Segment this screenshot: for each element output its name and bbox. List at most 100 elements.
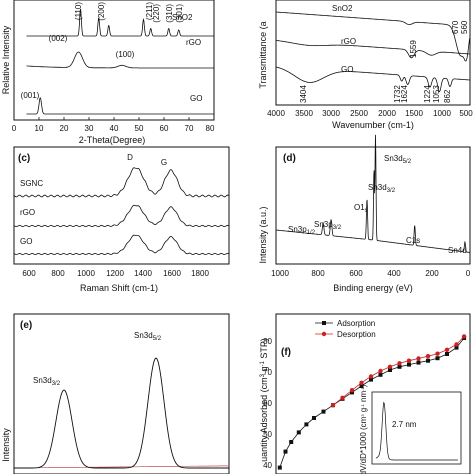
panel-d-peak-sn3d52: Sn3d5/2 — [384, 154, 412, 165]
panel-d-xtick: 600 — [349, 269, 363, 278]
desorption-point — [340, 395, 345, 400]
panel-a-xtick: 40 — [110, 124, 119, 133]
panel-d-xtick: 400 — [387, 269, 401, 278]
adsorption-point — [435, 356, 440, 361]
panel-d-peak-sn4d: Sn4d — [448, 246, 467, 255]
panel-d-label: (d) — [283, 153, 296, 164]
panel-d-xtick: 200 — [425, 269, 439, 278]
panel-b-ann-1559: 1559 — [409, 40, 418, 58]
panel-c-xtick: 800 — [51, 269, 65, 278]
panel-f-frame — [275, 313, 471, 474]
panel-f-inset-annotation: 2.7 nm — [392, 420, 417, 429]
legend-desorption-label: Desorption — [337, 330, 376, 339]
panel-b-ann-3404: 3404 — [299, 85, 308, 103]
panel-c-label-go: GO — [20, 237, 32, 246]
panel-b-xtick: 1000 — [433, 109, 451, 118]
panel-f-legend: Adsorption Desorption — [315, 319, 376, 339]
panel-a-series-rgo — [26, 51, 214, 69]
panel-b-xtick: 2500 — [350, 109, 368, 118]
panel-a-series-go — [26, 97, 214, 115]
adsorption-point — [388, 368, 392, 372]
panel-a-xtick: 0 — [12, 124, 17, 133]
panel-f: (f) uantity Adsorbed (cm3 g-1 STP) 40 50… — [259, 313, 471, 474]
adsorption-point — [454, 345, 459, 350]
panel-c-series-sgnc — [13, 167, 230, 198]
panel-f-ytick: 50 — [263, 430, 272, 439]
panel-f-ytick: 80 — [263, 337, 272, 346]
adsorption-point — [321, 409, 326, 414]
desorption-point — [435, 351, 440, 356]
panel-b-xtick: 2000 — [378, 109, 396, 118]
adsorption-point — [312, 416, 316, 420]
panel-b-ylabel: Transmittance (a — [258, 21, 268, 88]
panel-a-ylabel: Relative Intensity — [1, 25, 11, 94]
panel-a-xtick: 20 — [60, 124, 69, 133]
panel-f-ytick: 70 — [263, 368, 272, 377]
panel-b-xlabel: Wavenumber (cm-1) — [332, 120, 414, 130]
panel-a: Relative Intensity 2-Theta(Degree) 0 10 … — [1, 0, 215, 145]
adsorption-point — [289, 440, 294, 444]
panel-f-marks — [277, 334, 467, 470]
desorption-point — [330, 403, 336, 408]
panel-a-ann: (310) — [165, 4, 174, 23]
panel-b-label-rgo: rGO — [341, 37, 356, 46]
panel-a-label-sno2: SnO2 — [172, 13, 193, 22]
panel-e: (e) Intensity Sn3d3/2 Sn3d5/2 — [1, 313, 230, 474]
desorption-point — [425, 354, 431, 359]
desorption-point — [359, 380, 364, 385]
adsorption-point — [283, 449, 288, 454]
panel-a-ann: (200) — [97, 2, 106, 21]
panel-d-xtick: 800 — [311, 269, 325, 278]
panel-c-frame — [13, 146, 230, 265]
panel-a-ann: (001) — [21, 91, 40, 100]
panel-c-label: (c) — [18, 153, 30, 164]
panel-b-ann-1053: 1053 — [432, 85, 441, 103]
legend-adsorption-label: Adsorption — [337, 319, 375, 328]
desorption-point — [387, 364, 393, 369]
panel-c-band-d: D — [127, 153, 133, 162]
panel-f-inset: 2.7 nm dV/dD*1000 (cm3 g-1 nm-1) — [359, 384, 462, 474]
panel-b-ann-1624: 1624 — [400, 85, 409, 103]
adsorption-point — [416, 360, 421, 365]
panel-d-xticks: 1000 800 600 400 200 0 — [271, 269, 471, 278]
panel-b-series-go — [275, 66, 470, 93]
panel-f-ytick: 40 — [263, 461, 272, 470]
panel-a-xtick: 80 — [206, 124, 215, 133]
panel-d-peak-o1s: O1s — [354, 203, 368, 214]
panel-c-xlabel: Raman Shift (cm-1) — [80, 283, 158, 293]
panel-f-label: (f) — [281, 347, 291, 358]
panel-f-inset-series — [375, 401, 458, 461]
panel-b-label-go: GO — [341, 65, 353, 74]
panel-b-ann-1224: 1224 — [423, 85, 432, 103]
panel-b-series-rgo — [275, 40, 470, 59]
adsorption-point — [445, 352, 449, 356]
panel-e-peak-sn3d32: Sn3d3/2 — [33, 376, 61, 387]
panel-d-peak-sn3d32: Sn3d3/2 — [368, 183, 396, 194]
panel-c-xtick: 1800 — [191, 269, 209, 278]
panel-b-xtick: 1500 — [405, 109, 423, 118]
panel-d-xtick: 0 — [466, 269, 471, 278]
panel-a-xticks: 0 10 20 30 40 50 60 70 80 — [12, 124, 215, 133]
desorption-point — [397, 361, 402, 366]
adsorption-point — [369, 377, 373, 382]
desorption-point — [416, 356, 421, 361]
adsorption-point — [378, 372, 383, 377]
panel-c-xtick: 1400 — [134, 269, 152, 278]
panel-d-frame — [275, 146, 471, 265]
panel-a-xtick: 30 — [85, 124, 94, 133]
panel-d: (d) Intensity (a.u.) Binding energy (eV)… — [258, 134, 471, 293]
panel-b-xticks: 4000 3500 3000 2500 2000 1500 1000 500 — [267, 109, 473, 118]
panel-a-xlabel: 2-Theta(Degree) — [79, 135, 146, 145]
panel-a-ann: (002) — [49, 34, 68, 43]
panel-f-ylabel: uantity Adsorbed (cm3 g-1 STP) — [259, 338, 269, 462]
panel-f-ytick: 60 — [263, 399, 272, 408]
panel-e-background — [14, 465, 229, 469]
panel-c-xtick: 600 — [22, 269, 36, 278]
panel-b: Transmittance (a Wavenumber (cm-1) 4000 … — [258, 0, 473, 130]
panel-c-band-g: G — [161, 158, 167, 167]
legend-adsorption-marker — [322, 321, 326, 325]
panel-a-ann: (301) — [175, 4, 184, 23]
panel-d-peak-c1s: C1s — [406, 236, 420, 245]
panel-c-label-sgnc: SGNC — [20, 179, 43, 188]
